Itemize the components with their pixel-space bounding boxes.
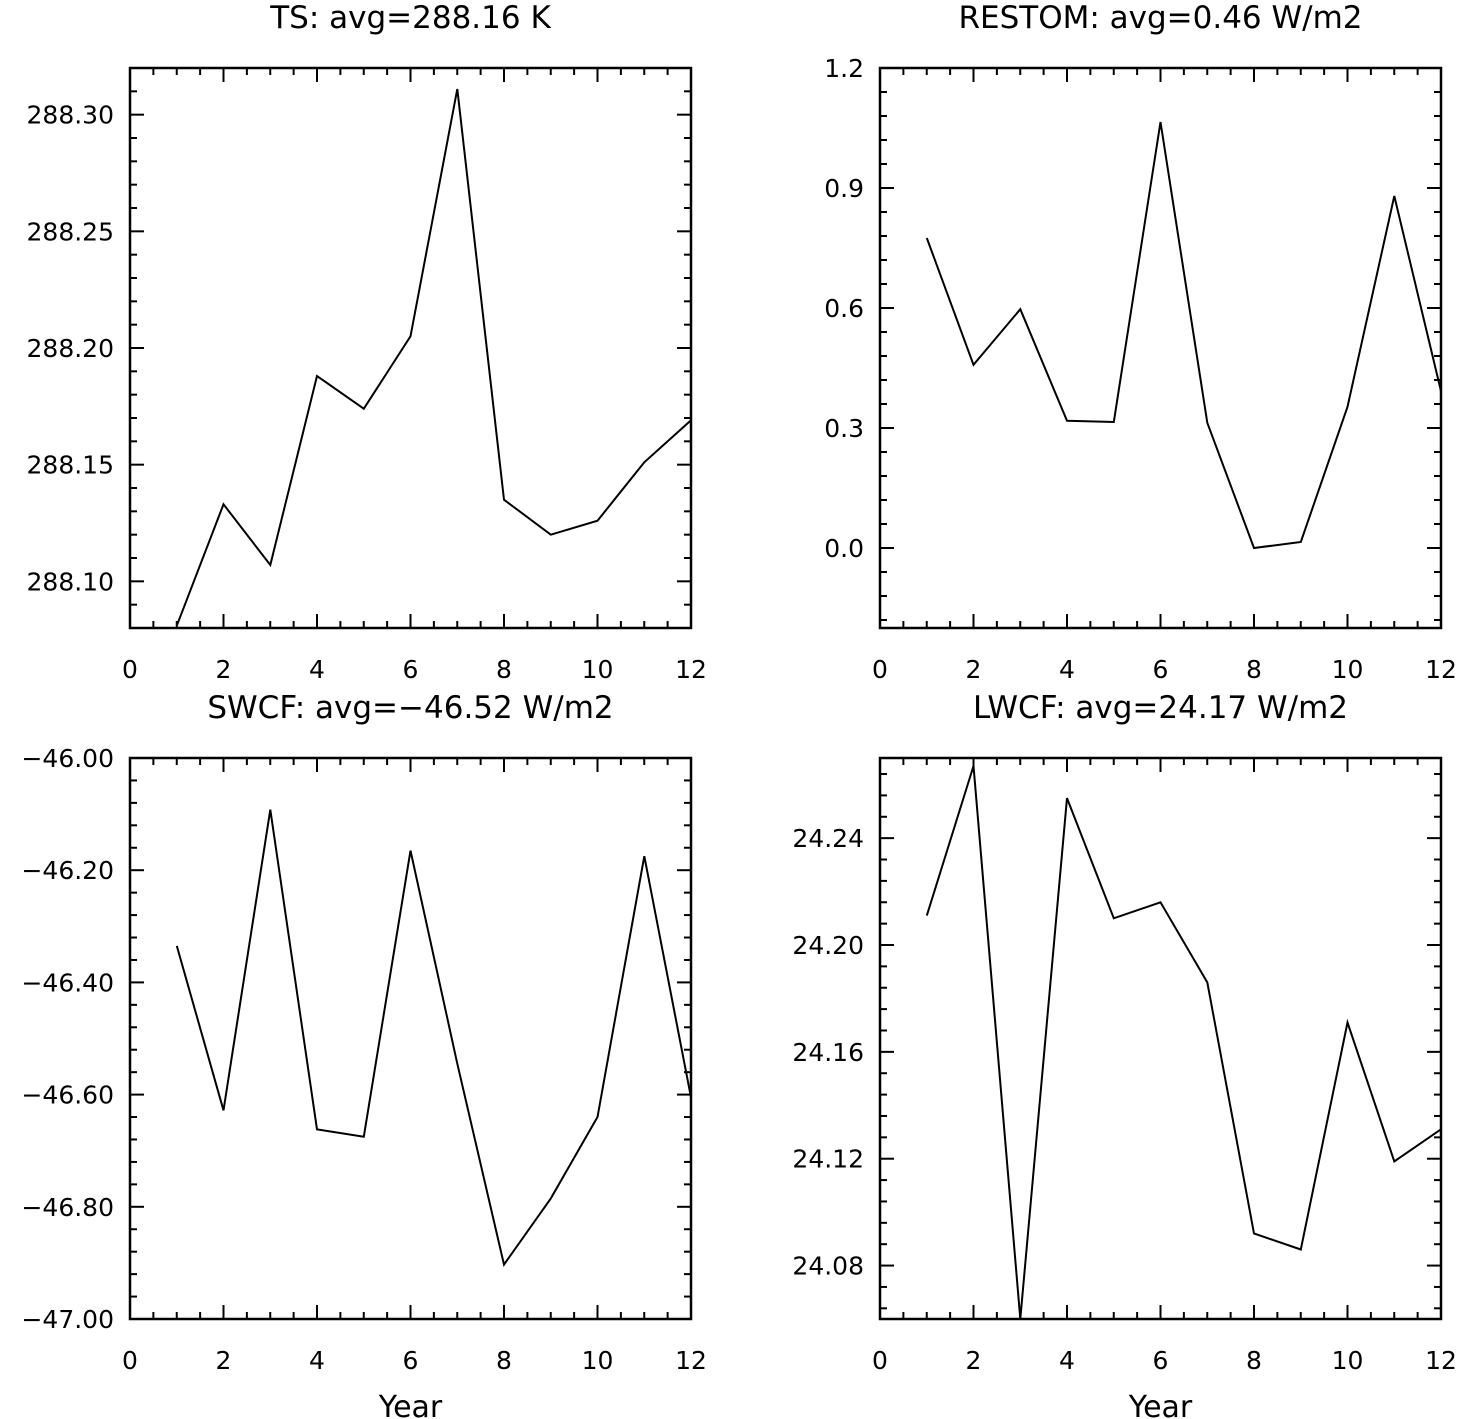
x-tick-label: 12 — [675, 655, 707, 684]
y-tick-label: 288.10 — [27, 567, 114, 596]
series-line — [925, 121, 1441, 550]
y-tick-label: 288.25 — [27, 217, 114, 246]
x-tick-label: 0 — [872, 1346, 888, 1375]
x-tick-label: 0 — [122, 1346, 138, 1375]
x-axis-label: Year — [1128, 1390, 1193, 1419]
x-tick-label: 10 — [1332, 655, 1364, 684]
y-tick-label: 0.6 — [824, 294, 864, 323]
y-tick-label: 24.08 — [792, 1252, 864, 1281]
x-tick-label: 10 — [1332, 1346, 1364, 1375]
y-tick-label: −46.40 — [21, 968, 114, 997]
chart-title: SWCF: avg=−46.52 W/m2 — [207, 690, 613, 726]
y-tick-label: −46.60 — [21, 1081, 114, 1110]
x-tick-label: 12 — [1425, 1346, 1457, 1375]
series-line — [175, 809, 691, 1267]
chart-title: TS: avg=288.16 K — [269, 0, 551, 36]
y-tick-label: 1.2 — [824, 54, 864, 83]
x-tick-label: 12 — [1425, 655, 1457, 684]
x-tick-label: 8 — [1246, 655, 1262, 684]
y-tick-label: 288.20 — [27, 334, 114, 363]
chart-title: LWCF: avg=24.17 W/m2 — [973, 690, 1348, 726]
series-line — [925, 765, 1441, 1319]
x-tick-label: 2 — [216, 1346, 232, 1375]
chart-panel-1: 0 2 4 6 8 10 12 288.10 288.15 288.20 288.25 288.30 T… — [27, 0, 707, 684]
chart-panel-2: 0 2 4 6 8 10 12 0.0 0.3 0.6 0.9 1.2 RESTOM: avg=0.46… — [824, 0, 1457, 684]
y-tick-label: −46.80 — [21, 1193, 114, 1222]
chart-panel-3: 0 2 4 6 8 10 12 −47.00 −46.80 −46.60 −46.40 −46.20 −… — [21, 690, 706, 1419]
y-tick-label: −46.00 — [21, 744, 114, 773]
x-tick-label: 8 — [496, 655, 512, 684]
x-tick-label: 8 — [496, 1346, 512, 1375]
x-tick-label: 10 — [582, 655, 614, 684]
chart-panel-4: 0 2 4 6 8 10 12 24.08 24.12 24.16 24.20 24.24 LWCF: … — [792, 690, 1456, 1419]
x-axis-label: Year — [378, 1390, 443, 1419]
y-tick-label: 288.30 — [27, 101, 114, 130]
x-tick-label: 6 — [1153, 655, 1169, 684]
x-tick-label: 6 — [403, 655, 419, 684]
x-tick-label: 4 — [309, 1346, 325, 1375]
x-tick-label: 2 — [966, 1346, 982, 1375]
x-tick-label: 2 — [966, 655, 982, 684]
y-tick-label: 0.9 — [824, 174, 864, 203]
x-tick-label: 8 — [1246, 1346, 1262, 1375]
plot-frame — [128, 66, 693, 630]
y-tick-label: −46.20 — [21, 856, 114, 885]
plot-frame — [878, 66, 1443, 630]
x-tick-label: 6 — [1153, 1346, 1169, 1375]
series-line — [175, 88, 691, 627]
x-tick-label: 0 — [122, 655, 138, 684]
y-tick-label: 24.16 — [792, 1038, 864, 1067]
y-tick-label: 0.0 — [824, 534, 864, 563]
y-tick-label: −47.00 — [21, 1305, 114, 1334]
y-tick-label: 24.20 — [792, 931, 864, 960]
x-tick-label: 4 — [309, 655, 325, 684]
y-tick-label: 0.3 — [824, 414, 864, 443]
x-tick-label: 4 — [1059, 655, 1075, 684]
x-tick-label: 2 — [216, 655, 232, 684]
x-tick-label: 12 — [675, 1346, 707, 1375]
y-tick-label: 24.24 — [792, 824, 864, 853]
y-tick-label: 288.15 — [27, 451, 114, 480]
y-tick-label: 24.12 — [792, 1145, 864, 1174]
plot-frame — [878, 756, 1443, 1321]
x-tick-label: 6 — [403, 1346, 419, 1375]
x-tick-label: 10 — [582, 1346, 614, 1375]
x-tick-label: 0 — [872, 655, 888, 684]
chart-title: RESTOM: avg=0.46 W/m2 — [958, 0, 1362, 36]
plot-frame — [128, 756, 693, 1321]
x-tick-label: 4 — [1059, 1346, 1075, 1375]
